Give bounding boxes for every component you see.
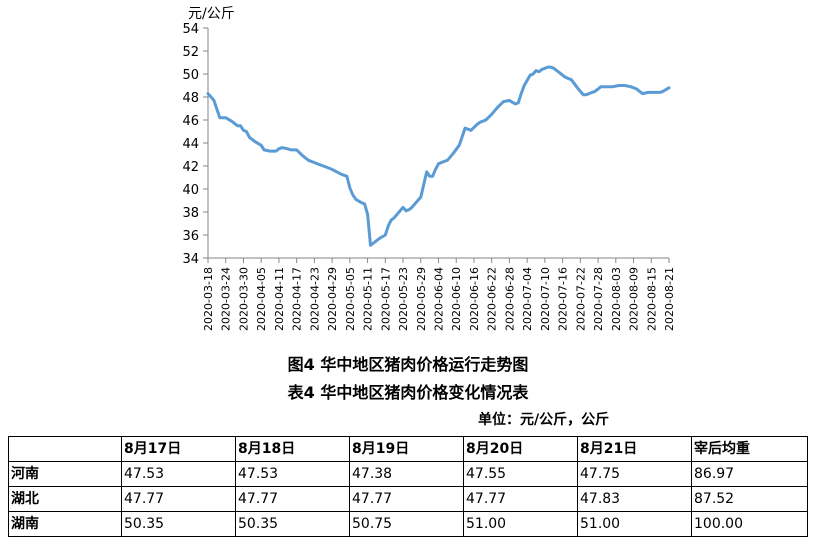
table-cell: 47.38: [349, 461, 464, 487]
y-tick-label: 54: [182, 22, 199, 37]
x-tick-label: 2020-08-21: [663, 267, 676, 331]
header-cell: 8月21日: [577, 436, 692, 462]
x-tick-label: 2020-05-05: [344, 267, 357, 331]
x-tick-label: 2020-07-16: [557, 267, 570, 331]
x-axis: 2020-03-18 2020-03-24 2020-03-30 2020-04-05…: [202, 257, 676, 331]
x-tick-label: 2020-07-10: [539, 267, 552, 331]
header-cell: 8月17日: [121, 436, 236, 462]
x-tick-label: 2020-04-29: [326, 267, 339, 331]
x-tick-label: 2020-05-17: [379, 267, 392, 331]
table-cell: 47.55: [463, 461, 578, 487]
table-row: 河南 47.53 47.53 47.38 47.55 47.75 86.97: [8, 461, 808, 487]
x-tick-label: 2020-04-11: [273, 267, 286, 331]
x-tick-label: 2020-04-05: [255, 267, 268, 331]
table-cell: 50.35: [121, 511, 236, 537]
x-tick-label: 2020-04-17: [291, 267, 304, 331]
table-cell: 47.77: [463, 486, 578, 512]
x-tick-label: 2020-07-22: [574, 267, 587, 331]
x-tick-label: 2020-06-10: [450, 267, 463, 331]
series-line: [206, 65, 671, 247]
x-tick-label: 2020-08-03: [610, 267, 623, 331]
table-cell: 100.00: [691, 511, 808, 537]
row-region-label: 湖南: [8, 511, 122, 537]
table-unit-note: 单位：元/公斤，公斤: [478, 412, 610, 428]
x-tick-label: 2020-06-22: [486, 267, 499, 331]
table-cell: 47.75: [577, 461, 692, 487]
table-cell: 47.53: [235, 461, 350, 487]
row-region-label: 湖北: [8, 486, 122, 512]
table-cell: 47.77: [349, 486, 464, 512]
y-tick-label: 42: [182, 160, 199, 175]
y-tick-label: 46: [182, 114, 199, 129]
table-row: 湖南 50.35 50.35 50.75 51.00 51.00 100.00: [8, 511, 808, 537]
x-tick-label: 2020-07-28: [592, 267, 605, 331]
table-cell: 47.83: [577, 486, 692, 512]
x-tick-label: 2020-05-23: [397, 267, 410, 331]
table-header-row: 8月17日 8月18日 8月19日 8月20日 8月21日 宰后均重: [8, 436, 808, 462]
y-tick-label: 38: [182, 206, 199, 221]
x-tick-label: 2020-05-11: [362, 267, 375, 331]
x-tick-label: 2020-06-04: [433, 267, 446, 331]
x-tick-label: 2020-08-09: [628, 267, 641, 331]
y-axis-unit-label: 元/公斤: [188, 6, 235, 22]
header-cell: 8月19日: [349, 436, 464, 462]
table-cell: 47.77: [235, 486, 350, 512]
x-tick-label: 2020-05-29: [415, 267, 428, 331]
x-tick-label: 2020-03-24: [220, 267, 233, 331]
x-tick-label: 2020-04-23: [308, 267, 321, 331]
table-row: 湖北 47.77 47.77 47.77 47.77 47.83 87.52: [8, 486, 808, 512]
header-cell: [8, 436, 122, 462]
table-cell: 47.77: [121, 486, 236, 512]
row-region-label: 河南: [8, 461, 122, 487]
y-tick-label: 34: [182, 252, 199, 267]
x-tick-label: 2020-03-18: [202, 267, 215, 331]
table-cell: 47.53: [121, 461, 236, 487]
table-cell: 86.97: [691, 461, 808, 487]
y-axis: 34 36 38 40 42 44 46 48 50 52 54: [182, 22, 209, 267]
header-cell: 8月20日: [463, 436, 578, 462]
y-tick-label: 40: [182, 183, 199, 198]
x-tick-label: 2020-06-16: [468, 267, 481, 331]
x-tick-label: 2020-07-04: [521, 267, 534, 331]
header-cell: 8月18日: [235, 436, 350, 462]
figure-caption: 图4 华中地区猪肉价格运行走势图: [287, 355, 529, 374]
y-tick-label: 52: [182, 45, 199, 60]
x-tick-label: 2020-06-28: [503, 267, 516, 331]
price-table: 8月17日 8月18日 8月19日 8月20日 8月21日 宰后均重 河南 47…: [8, 436, 808, 537]
x-tick-label: 2020-08-15: [645, 267, 658, 331]
y-tick-label: 44: [182, 137, 199, 152]
y-tick-label: 48: [182, 91, 199, 106]
table-cell: 50.75: [349, 511, 464, 537]
header-cell: 宰后均重: [691, 436, 808, 462]
table-cell: 87.52: [691, 486, 808, 512]
y-tick-label: 50: [182, 68, 199, 83]
table-cell: 50.35: [235, 511, 350, 537]
y-tick-label: 36: [182, 229, 199, 244]
x-tick-label: 2020-03-30: [237, 267, 250, 331]
table-cell: 51.00: [463, 511, 578, 537]
table-cell: 51.00: [577, 511, 692, 537]
table-title: 表4 华中地区猪肉价格变化情况表: [287, 383, 529, 402]
